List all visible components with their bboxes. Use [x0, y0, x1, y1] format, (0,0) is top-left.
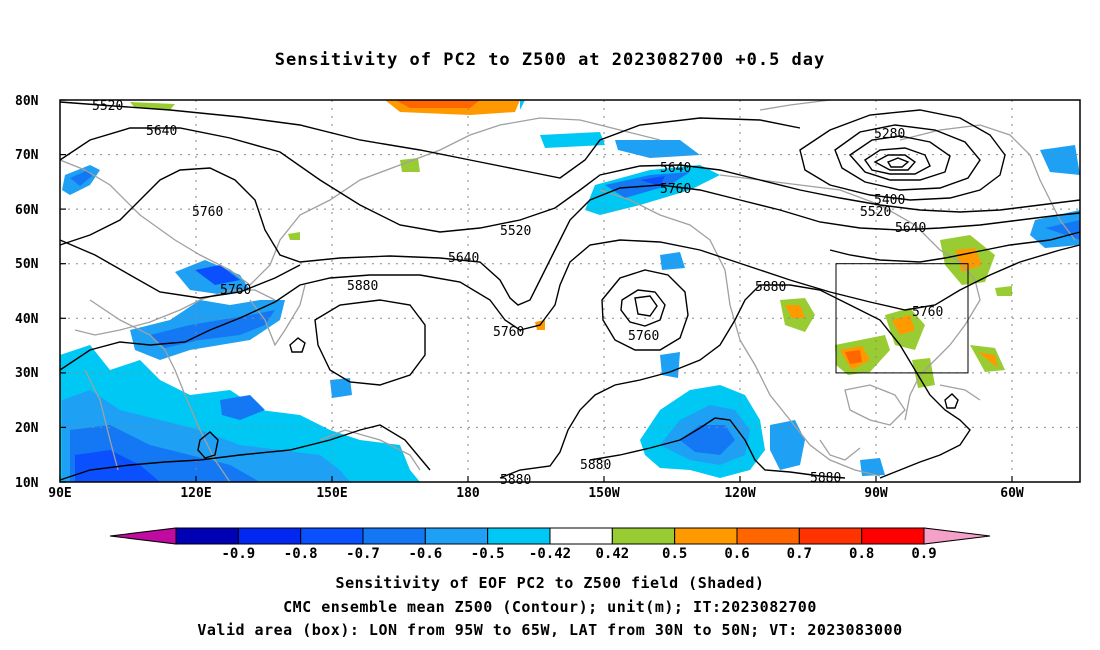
colorbar-swatch — [736, 527, 800, 545]
contour-label: 5880 — [810, 471, 841, 486]
contour-label: 5880 — [755, 280, 786, 295]
colorbar-label: -0.6 — [408, 546, 442, 562]
contour-label: 5280 — [874, 127, 905, 142]
colorbar: -0.9 -0.8 -0.7 -0.6 -0.5 -0.42 0.42 0.5 0.6 0.7 0.… — [109, 527, 991, 562]
shade-top-red — [395, 100, 480, 108]
colorbar-swatch — [362, 527, 426, 545]
contour-label: 5400 — [874, 193, 905, 208]
chart-title: Sensitivity of PC2 to Z500 at 2023082700… — [274, 50, 826, 70]
colorbar-label: -0.7 — [346, 546, 380, 562]
contour-labels: 5520 5640 5760 5520 5640 5760 5880 5760 … — [92, 99, 943, 488]
colorbar-swatch — [487, 527, 551, 545]
caption-line-3: Valid area (box): LON from 95W to 65W, L… — [197, 621, 903, 639]
plot-frame — [59, 99, 1081, 483]
contour-label: 5880 — [500, 473, 531, 488]
lon-label: 60W — [1000, 486, 1024, 501]
contour-label: 5760 — [912, 305, 943, 320]
contour-label: 5760 — [192, 205, 223, 220]
colorbar-label: -0.42 — [529, 546, 571, 562]
contour-label: 5520 — [860, 205, 891, 220]
colorbar-label: 0.6 — [724, 546, 749, 562]
caption-line-2: CMC ensemble mean Z500 (Contour); unit(m… — [283, 598, 817, 616]
colorbar-swatch — [674, 527, 738, 545]
lat-label: 50N — [15, 257, 39, 272]
caption-line-1: Sensitivity of EOF PC2 to Z500 field (Sh… — [335, 574, 765, 592]
colorbar-swatch — [549, 527, 613, 545]
colorbar-swatch — [861, 527, 925, 545]
contour-label: 5880 — [347, 279, 378, 294]
lat-labels: 80N 70N 60N 50N 40N 30N 20N 10N — [15, 94, 39, 491]
colorbar-swatch — [798, 527, 863, 545]
contour-label: 5880 — [580, 458, 611, 473]
colorbar-label: 0.8 — [849, 546, 874, 562]
contour-label: 5760 — [493, 325, 524, 340]
colorbar-label: 0.42 — [595, 546, 629, 562]
colorbar-label: -0.9 — [221, 546, 255, 562]
lat-label: 10N — [15, 476, 39, 491]
contour-label: 5760 — [628, 329, 659, 344]
lat-label: 80N — [15, 94, 39, 109]
contour-label: 5520 — [92, 99, 123, 114]
lon-label: 90W — [864, 486, 888, 501]
lat-label: 20N — [15, 421, 39, 436]
contour-label: 5520 — [500, 224, 531, 239]
lat-label: 30N — [15, 366, 39, 381]
lon-label: 150W — [588, 486, 619, 501]
colorbar-swatch — [175, 527, 239, 545]
colorbar-label: -0.5 — [471, 546, 505, 562]
colorbar-end-right — [923, 527, 991, 545]
contour-label: 5640 — [448, 251, 479, 266]
colorbar-label: 0.9 — [911, 546, 936, 562]
colorbar-label: -0.8 — [284, 546, 318, 562]
axis-ticks — [59, 99, 1013, 483]
lon-label: 90E — [48, 486, 71, 501]
valid-area-box — [835, 263, 969, 374]
colorbar-swatch — [424, 527, 489, 545]
lon-label: 120E — [180, 486, 211, 501]
lon-label: 150E — [316, 486, 347, 501]
colorbar-label: 0.7 — [787, 546, 812, 562]
colorbar-swatch — [300, 527, 364, 545]
contour-label: 5760 — [220, 283, 251, 298]
contour-label: 5760 — [660, 182, 691, 197]
lat-label: 70N — [15, 148, 39, 163]
colorbar-swatch — [611, 527, 676, 545]
shade-blue-ne — [1040, 145, 1080, 175]
colorbar-swatch — [237, 527, 302, 545]
coastlines — [59, 99, 1076, 483]
contour-label: 5640 — [895, 221, 926, 236]
contour-label: 5640 — [146, 124, 177, 139]
colorbar-end-left — [109, 527, 177, 545]
colorbar-label: 0.5 — [662, 546, 687, 562]
lon-label: 120W — [724, 486, 755, 501]
contour-label: 5640 — [660, 161, 691, 176]
lon-label: 180 — [456, 486, 480, 501]
z500-contours — [59, 101, 1081, 481]
lat-label: 60N — [15, 203, 39, 218]
lon-labels: 90E 120E 150E 180 150W 120W 90W 60W — [48, 486, 1024, 501]
lat-label: 40N — [15, 312, 39, 327]
